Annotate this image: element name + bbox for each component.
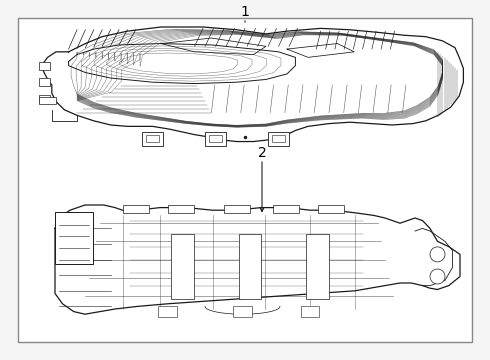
Circle shape: [430, 269, 445, 284]
Bar: [39, 78, 49, 86]
Bar: [209, 135, 222, 141]
Bar: [239, 234, 261, 298]
Bar: [205, 132, 226, 146]
Bar: [122, 205, 149, 213]
Bar: [158, 306, 177, 317]
Bar: [147, 135, 159, 141]
Bar: [39, 98, 56, 104]
Bar: [171, 234, 194, 298]
Bar: [39, 95, 49, 103]
Text: 2: 2: [258, 146, 267, 160]
Bar: [233, 306, 252, 317]
Bar: [142, 132, 163, 146]
Bar: [55, 212, 93, 264]
Bar: [168, 205, 194, 213]
Bar: [224, 205, 250, 213]
Bar: [306, 234, 329, 298]
Text: 1: 1: [241, 5, 249, 19]
Bar: [268, 132, 289, 146]
Bar: [39, 62, 49, 70]
Bar: [272, 135, 285, 141]
Bar: [318, 205, 344, 213]
Bar: [272, 205, 299, 213]
Bar: [301, 306, 319, 317]
Circle shape: [430, 247, 445, 262]
